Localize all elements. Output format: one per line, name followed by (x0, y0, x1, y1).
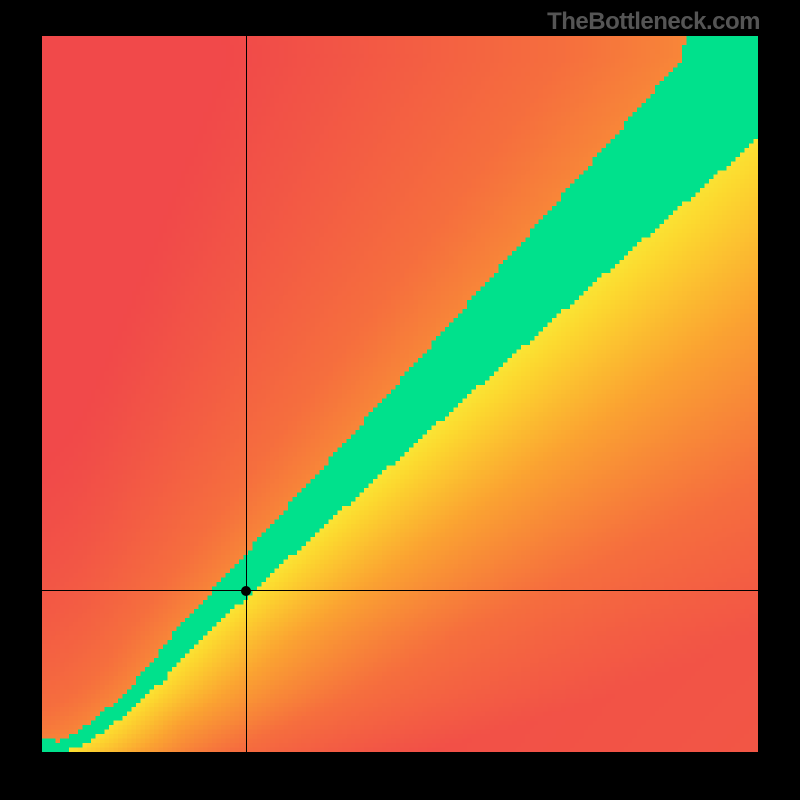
crosshair-horizontal (42, 590, 758, 591)
crosshair-vertical (246, 36, 247, 752)
crosshair-marker (241, 586, 251, 596)
chart-container: TheBottleneck.com (0, 0, 800, 800)
heatmap-canvas (42, 36, 758, 752)
watermark-text: TheBottleneck.com (547, 8, 760, 36)
